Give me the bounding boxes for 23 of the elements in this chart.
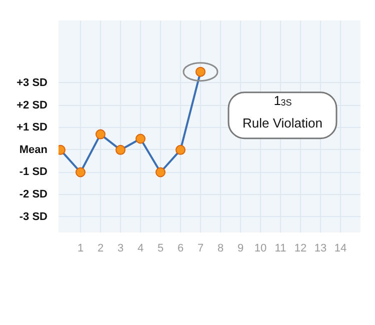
x-tick-label: 5 (157, 242, 164, 254)
y-tick-label: +3 SD (16, 76, 48, 89)
y-tick-label: -2 SD (19, 188, 48, 201)
x-tick-label: 6 (177, 242, 184, 254)
x-tick-label: 14 (334, 242, 347, 254)
annotation: 13S (274, 92, 292, 108)
x-tick-label: 11 (274, 242, 286, 254)
y-tick-label: +2 SD (16, 99, 48, 112)
x-tick-label: 10 (254, 242, 267, 254)
y-tick-label: -3 SD (19, 210, 48, 223)
x-tick-label: 8 (217, 242, 224, 254)
y-tick-label: -1 SD (19, 166, 48, 178)
y-tick-label: Mean (19, 144, 48, 156)
x-tick-label: 3 (117, 242, 124, 254)
x-tick-label: 13 (314, 242, 327, 254)
x-tick-label: 12 (294, 242, 307, 254)
annotation: Rule Violation (242, 115, 322, 130)
x-tick-label: 9 (237, 242, 244, 254)
y-tick-label: +1 SD (16, 122, 48, 134)
x-tick-label: 4 (137, 242, 144, 254)
x-tick-label: 2 (97, 242, 104, 254)
x-tick-label: 1 (77, 242, 84, 254)
x-tick-label: 7 (197, 242, 204, 254)
